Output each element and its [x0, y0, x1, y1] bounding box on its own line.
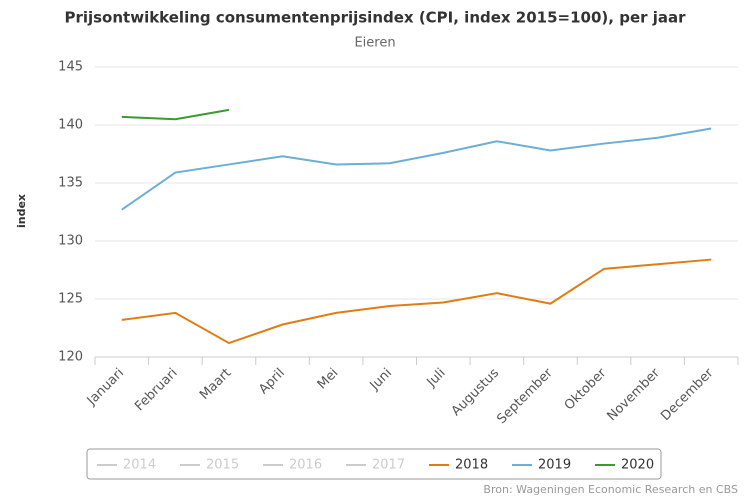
series-line	[121, 258, 712, 345]
x-tick-label: Februari	[132, 366, 180, 414]
legend-label[interactable]: 2014	[123, 458, 156, 473]
y-tick-label: 130	[58, 234, 83, 249]
chart-subtitle: Eieren	[354, 36, 395, 51]
legend-label[interactable]: 2019	[538, 458, 571, 473]
y-tick-label: 125	[58, 292, 83, 307]
x-tick-label: Maart	[197, 366, 234, 403]
legend-box	[86, 448, 662, 480]
legend-label[interactable]: 2018	[455, 458, 488, 473]
x-tick-label: December	[658, 365, 717, 424]
chart-title: Prijsontwikkeling consumentenprijsindex …	[64, 9, 686, 27]
y-tick-label: 140	[58, 118, 83, 133]
x-tick-label: Januari	[84, 366, 127, 409]
x-tick-label: April	[256, 366, 288, 398]
x-tick-label: September	[494, 365, 556, 427]
x-tick-label: Oktober	[562, 365, 610, 413]
y-tick-label: 145	[58, 60, 83, 75]
x-tick-label: Juli	[424, 366, 449, 391]
legend-label[interactable]: 2016	[289, 458, 322, 473]
series-line	[121, 108, 230, 121]
y-tick-label: 135	[58, 176, 83, 191]
x-tick-label: Juni	[367, 366, 395, 394]
y-axis-label: index	[15, 194, 28, 228]
y-tick-label: 120	[58, 350, 83, 365]
x-tick-label: November	[604, 365, 663, 424]
series-line	[121, 127, 712, 211]
x-tick-label: Mei	[315, 366, 342, 393]
legend-label[interactable]: 2015	[206, 458, 239, 473]
legend-label[interactable]: 2017	[372, 458, 405, 473]
source: Bron: Wageningen Economic Research en CB…	[483, 483, 738, 496]
legend-label[interactable]: 2020	[621, 458, 654, 473]
x-tick-label: Augustus	[449, 366, 503, 420]
